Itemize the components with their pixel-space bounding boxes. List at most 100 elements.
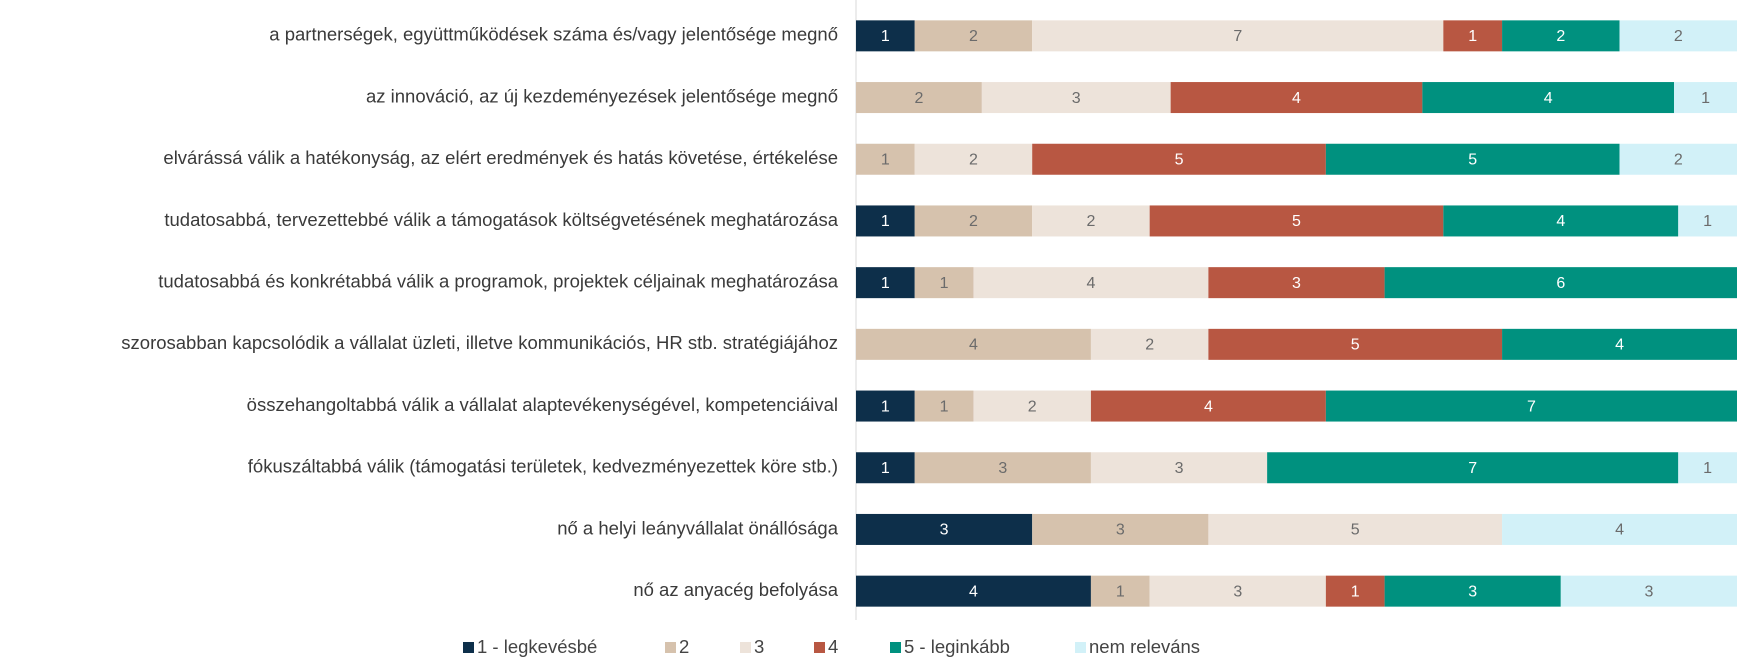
bar-segment xyxy=(1032,20,1444,52)
legend-label: nem releváns xyxy=(1089,636,1200,657)
value-label: 2 xyxy=(1674,151,1683,168)
bar-segment xyxy=(914,452,1091,484)
value-label: 3 xyxy=(940,522,949,539)
value-label: 4 xyxy=(1615,522,1624,539)
bar-segment xyxy=(856,390,915,422)
legend-swatch xyxy=(665,642,676,653)
bar-segment xyxy=(856,20,915,52)
legend-label: 4 xyxy=(828,636,838,657)
value-label: 4 xyxy=(1556,213,1565,230)
value-label: 1 xyxy=(1351,583,1360,600)
value-label: 7 xyxy=(1468,460,1477,477)
legend-label: 3 xyxy=(754,636,764,657)
bar-segment xyxy=(981,82,1171,114)
bar-segment xyxy=(1443,20,1503,52)
category-label: nő az anyacég befolyása xyxy=(633,579,838,600)
value-label: 1 xyxy=(881,398,890,415)
value-label: 1 xyxy=(940,275,949,292)
bar-segment xyxy=(1208,328,1503,360)
value-label: 2 xyxy=(1028,398,1037,415)
value-label: 4 xyxy=(1086,275,1095,292)
bar-segment xyxy=(1267,452,1679,484)
bar-segment xyxy=(1502,20,1620,52)
value-label: 1 xyxy=(1703,460,1712,477)
legend-swatch xyxy=(1075,642,1086,653)
value-label: 3 xyxy=(1175,460,1184,477)
value-label: 1 xyxy=(1468,28,1477,45)
bar-segment xyxy=(914,267,974,299)
bar-segment xyxy=(856,205,915,237)
bar-segment xyxy=(1032,513,1209,545)
value-label: 1 xyxy=(881,213,890,230)
value-label: 7 xyxy=(1233,28,1242,45)
bar-segment xyxy=(1443,205,1679,237)
category-label: nő a helyi leányvállalat önállósága xyxy=(557,517,838,538)
bar-segment xyxy=(973,390,1091,422)
bar-segment xyxy=(1678,205,1737,237)
bar-segment xyxy=(914,143,1033,175)
bar-segment xyxy=(856,328,1091,360)
bar-segment xyxy=(1208,267,1385,299)
value-label: 4 xyxy=(1544,90,1553,107)
bar-segment xyxy=(1619,143,1737,175)
bar-segment xyxy=(1325,390,1737,422)
bar-segment xyxy=(914,20,1033,52)
value-label: 4 xyxy=(969,337,978,354)
bar-segment xyxy=(1208,513,1503,545)
bar-segment xyxy=(1149,575,1326,607)
bar-segment xyxy=(1619,20,1737,52)
value-label: 1 xyxy=(1116,583,1125,600)
value-label: 5 xyxy=(1175,151,1184,168)
value-label: 3 xyxy=(998,460,1007,477)
legend-label: 2 xyxy=(679,636,689,657)
bar-segment xyxy=(1384,575,1561,607)
value-label: 1 xyxy=(881,460,890,477)
legend-label: 1 - legkevésbé xyxy=(477,636,597,657)
value-label: 1 xyxy=(881,28,890,45)
bar-segment xyxy=(1678,452,1737,484)
value-label: 1 xyxy=(881,151,890,168)
legend-swatch xyxy=(814,642,825,653)
category-label: tudatosabbá és konkrétabbá válik a progr… xyxy=(158,271,838,292)
legend-swatch xyxy=(463,642,474,653)
bar-segment xyxy=(856,513,1033,545)
bar-segment xyxy=(1384,267,1737,299)
value-label: 5 xyxy=(1351,337,1360,354)
bar-segment xyxy=(856,575,1091,607)
bar-segment xyxy=(1090,390,1326,422)
value-label: 3 xyxy=(1468,583,1477,600)
bar-segment xyxy=(1674,82,1737,114)
legend-label: 5 - leginkább xyxy=(904,636,1010,657)
value-label: 2 xyxy=(1556,28,1565,45)
value-label: 4 xyxy=(1615,337,1624,354)
value-label: 2 xyxy=(1674,28,1683,45)
bar-segment xyxy=(1032,143,1326,175)
value-label: 3 xyxy=(1233,583,1242,600)
category-label: elvárássá válik a hatékonyság, az elért … xyxy=(163,147,838,168)
value-label: 1 xyxy=(881,275,890,292)
value-label: 3 xyxy=(1072,90,1081,107)
category-label: az innováció, az új kezdeményezések jele… xyxy=(366,85,838,106)
value-label: 4 xyxy=(969,583,978,600)
bar-segment xyxy=(1422,82,1675,114)
value-label: 2 xyxy=(1145,337,1154,354)
value-label: 5 xyxy=(1351,522,1360,539)
bar-segment xyxy=(856,267,915,299)
value-label: 2 xyxy=(1086,213,1095,230)
category-label: szorosabban kapcsolódik a vállalat üzlet… xyxy=(121,332,838,353)
bar-segment xyxy=(856,82,982,114)
bar-segment xyxy=(856,143,915,175)
value-label: 7 xyxy=(1527,398,1536,415)
legend-swatch xyxy=(740,642,751,653)
bar-segment xyxy=(1560,575,1737,607)
value-label: 1 xyxy=(940,398,949,415)
value-label: 2 xyxy=(914,90,923,107)
bar-segment xyxy=(1032,205,1150,237)
bar-segment xyxy=(1149,205,1444,237)
category-label: a partnerségek, együttműködések száma és… xyxy=(269,24,838,45)
value-label: 5 xyxy=(1468,151,1477,168)
value-label: 4 xyxy=(1204,398,1213,415)
bar-segment xyxy=(1090,328,1209,360)
category-label: összehangoltabbá válik a vállalat alapte… xyxy=(247,394,838,415)
